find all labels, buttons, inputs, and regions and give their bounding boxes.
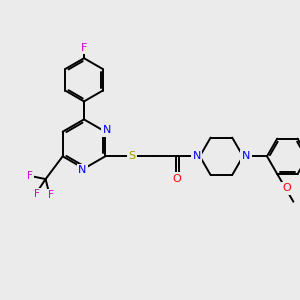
Text: N: N [193, 151, 201, 161]
Text: N: N [242, 151, 250, 161]
Text: F: F [48, 190, 54, 200]
Text: O: O [283, 183, 291, 193]
Text: N: N [78, 165, 87, 175]
Text: F: F [27, 171, 33, 181]
Text: F: F [34, 189, 40, 199]
Text: N: N [103, 125, 111, 135]
Text: O: O [172, 174, 181, 184]
Text: F: F [81, 43, 87, 53]
Text: S: S [129, 151, 136, 161]
